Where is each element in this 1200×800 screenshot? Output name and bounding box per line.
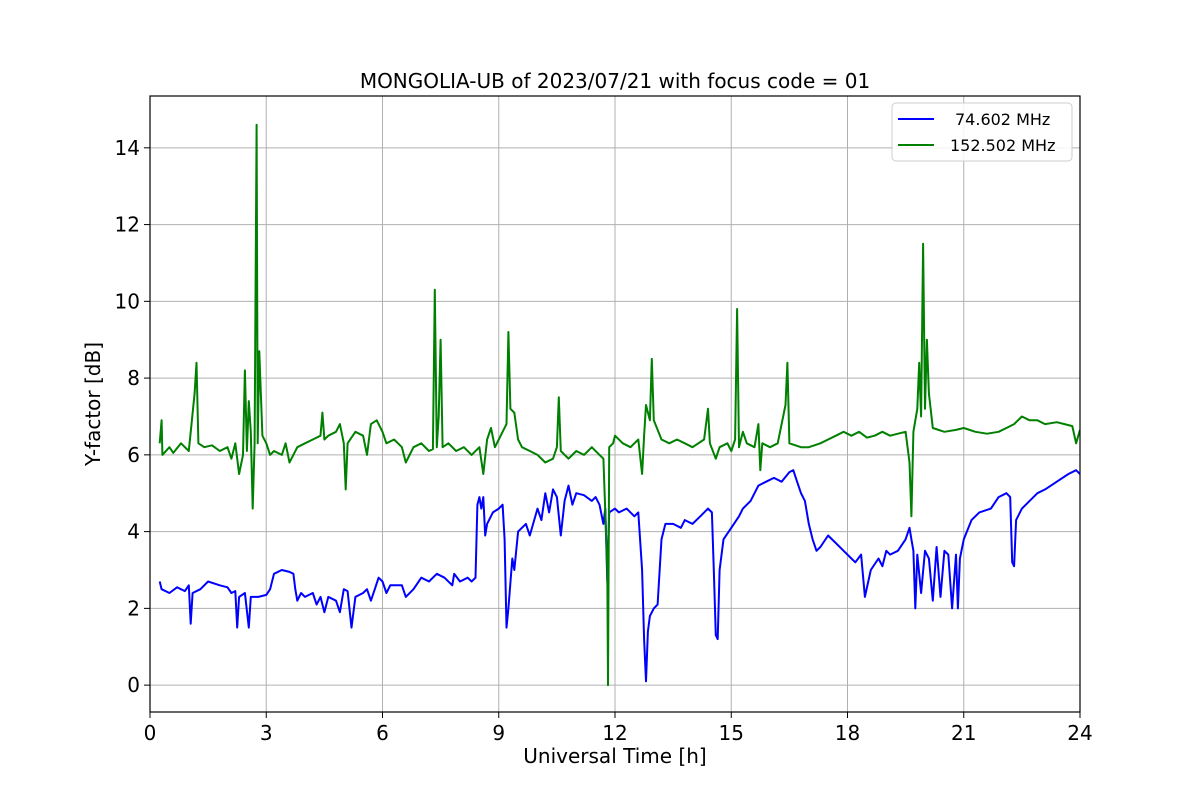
legend-box <box>891 102 1073 162</box>
x-tick-label: 24 <box>1067 721 1092 745</box>
series-line-74mhz <box>158 469 1080 683</box>
y-tick-label: 10 <box>115 289 140 313</box>
x-tick-label: 21 <box>951 721 976 745</box>
x-tick-label: 15 <box>719 721 744 745</box>
series-line-152mhz <box>158 123 1080 687</box>
series-layer <box>158 123 1080 687</box>
x-tick-label: 6 <box>376 721 389 745</box>
legend-label-152mhz: 152.502 MHz <box>950 136 1055 155</box>
x-tick-label: 18 <box>835 721 860 745</box>
y-tick-label: 2 <box>127 596 140 620</box>
chart-title: MONGOLIA-UB of 2023/07/21 with focus cod… <box>360 69 870 93</box>
y-tick-label: 12 <box>115 213 140 237</box>
y-tick-label: 8 <box>127 366 140 390</box>
x-axis-label: Universal Time [h] <box>523 744 706 768</box>
y-tick-label: 0 <box>127 673 140 697</box>
y-axis-label: Y-factor [dB] <box>81 342 105 467</box>
x-tick-label: 3 <box>260 721 273 745</box>
x-tick-label: 12 <box>602 721 627 745</box>
x-tick-label: 0 <box>144 721 157 745</box>
y-tick-label: 4 <box>127 520 140 544</box>
y-tick-label: 6 <box>127 443 140 467</box>
y-tick-label: 14 <box>115 136 140 160</box>
x-tick-label: 9 <box>492 721 505 745</box>
grid <box>149 96 1081 712</box>
legend-label-74mhz: 74.602 MHz <box>955 110 1050 129</box>
legend: 74.602 MHz 152.502 MHz <box>891 102 1073 162</box>
